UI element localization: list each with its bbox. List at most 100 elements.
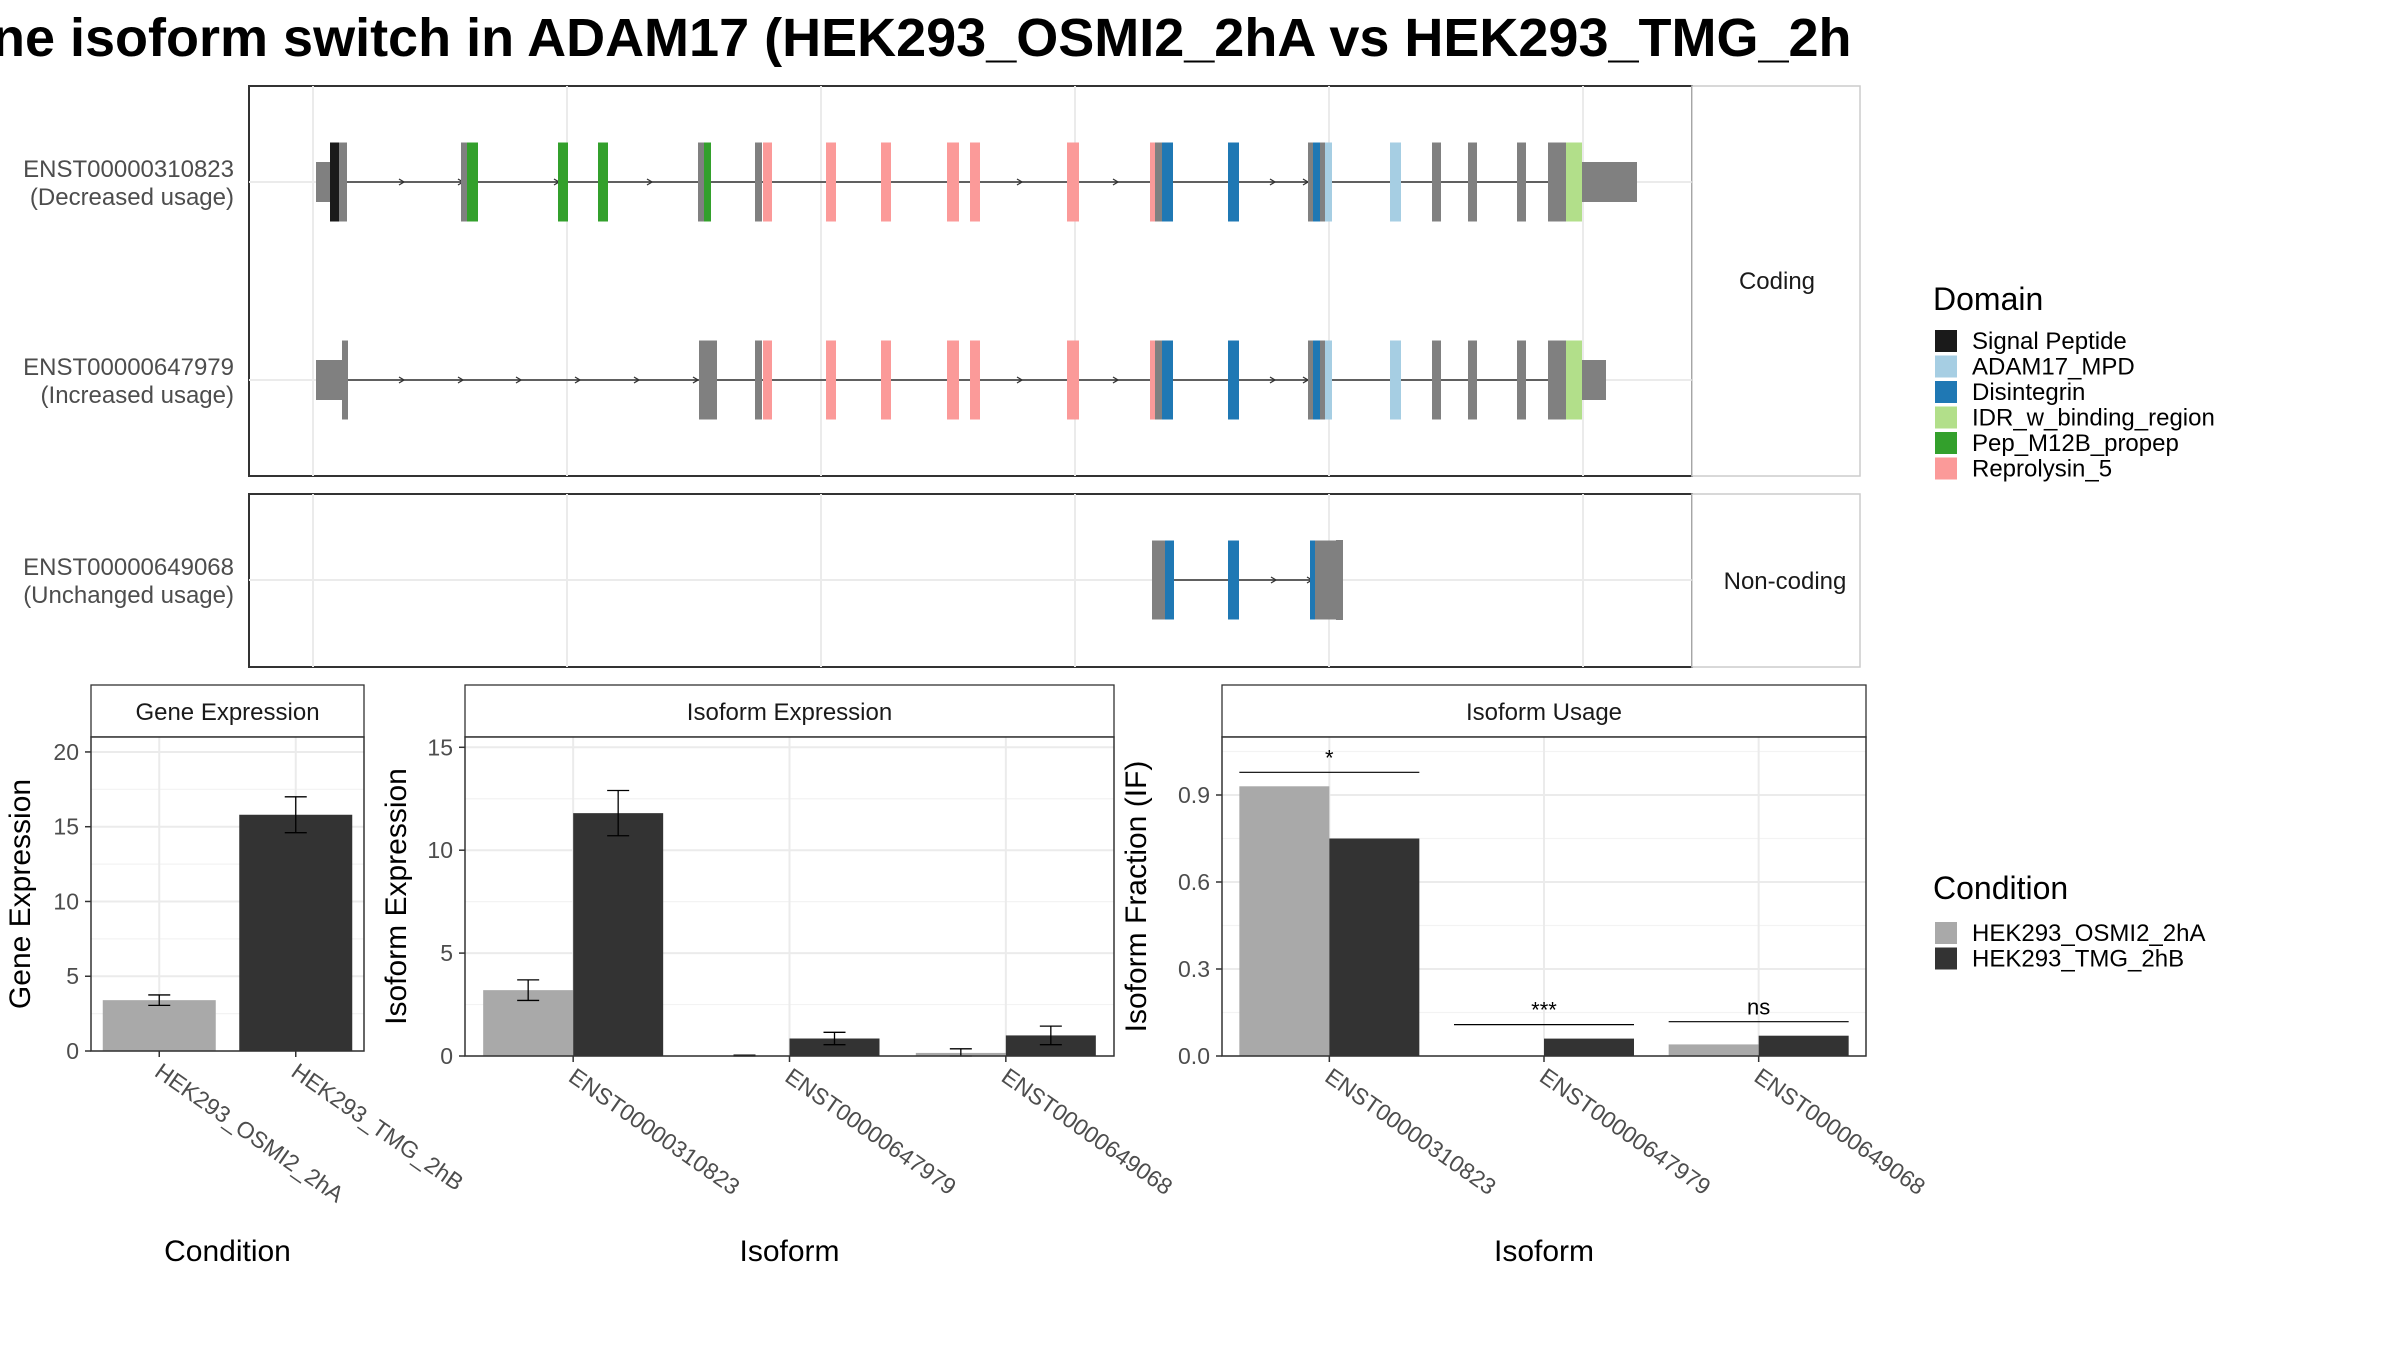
panel-title: Gene Expression [135, 699, 319, 726]
isoform-usage-chart: Isoform Usage 0.0 0.3 0.6 0.9 * ENST0000031082… [1120, 684, 1930, 1268]
y-tick-label: 20 [53, 739, 79, 765]
exon [947, 340, 959, 420]
y-axis-title: Isoform Fraction (IF) [1120, 761, 1153, 1033]
exon [1325, 340, 1332, 420]
domain-legend-label: Disintegrin [1972, 379, 2085, 406]
exon [1320, 142, 1325, 222]
figure-title: ne isoform switch in ADAM17 (HEK293_OSMI… [0, 8, 1852, 68]
exon [1468, 142, 1477, 222]
exon [1152, 540, 1165, 620]
panel-strip [1221, 684, 1867, 738]
exon [1336, 540, 1343, 620]
bar [239, 814, 353, 1051]
exon [1228, 142, 1239, 222]
exon [1566, 142, 1582, 222]
exon [947, 142, 959, 222]
direction-arrow [457, 376, 465, 384]
exon [1468, 340, 1477, 420]
isoform-usage-2: (Increased usage) [41, 382, 234, 409]
domain-legend-key [1935, 432, 1957, 454]
exon [1313, 340, 1320, 420]
domain-legend: Domain Signal PeptideADAM17_MPDDisintegr… [1933, 281, 2215, 483]
domain-legend-label: Reprolysin_5 [1972, 456, 2112, 483]
domain-legend-label: ADAM17_MPD [1972, 354, 2135, 381]
exon [755, 340, 762, 420]
y-tick-label: 10 [427, 837, 453, 863]
bar [102, 1000, 216, 1051]
direction-arrow [398, 376, 406, 384]
exon [1150, 340, 1155, 420]
panel-border [464, 736, 1115, 1057]
bar [573, 813, 664, 1056]
exon [1517, 340, 1526, 420]
bar [1329, 838, 1420, 1056]
panel-title: Isoform Usage [1466, 699, 1622, 726]
noncoding-structure-panel: Non-coding ENST00000649068 (Unchanged us… [23, 493, 1861, 668]
direction-arrow [1269, 178, 1277, 186]
exon [698, 142, 704, 222]
domain-legend-title: Domain [1933, 281, 2043, 317]
isoform-usage-3: (Unchanged usage) [23, 582, 234, 609]
bar [1239, 786, 1330, 1056]
domain-legend-key [1935, 330, 1957, 352]
noncoding-strip-label: Non-coding [1724, 568, 1847, 595]
domain-legend-key [1935, 381, 1957, 403]
condition-legend-key [1935, 947, 1957, 970]
exon [1325, 142, 1332, 222]
direction-arrow [692, 376, 700, 384]
exon [1155, 340, 1162, 420]
direction-arrow [1016, 376, 1024, 384]
domain-legend-key [1935, 355, 1957, 378]
exon [970, 142, 980, 222]
condition-legend-label: HEK293_TMG_2hB [1972, 946, 2184, 973]
exon [826, 142, 836, 222]
exon [316, 162, 332, 202]
exon [1155, 142, 1162, 222]
bar [789, 1038, 880, 1056]
exon [1162, 142, 1173, 222]
exon [1582, 162, 1637, 202]
significance-label: ns [1747, 995, 1770, 1020]
x-tick-label: ENST00000647979 [781, 1063, 961, 1200]
direction-arrow [1270, 576, 1278, 584]
exon [881, 142, 891, 222]
coding-strip [1691, 85, 1861, 477]
exon [1548, 340, 1557, 420]
panel-title: Isoform Expression [687, 699, 892, 726]
x-axis-title: Isoform [739, 1235, 839, 1268]
exon [598, 142, 608, 222]
bar [483, 990, 574, 1056]
bar [1005, 1035, 1096, 1056]
y-axis-title: Isoform Expression [380, 768, 413, 1025]
y-tick-label: 0.3 [1178, 956, 1210, 982]
significance-label: * [1325, 745, 1334, 770]
exon [1517, 142, 1526, 222]
x-tick-label: ENST00000310823 [1320, 1063, 1500, 1200]
isoform-label-3: ENST00000649068 [23, 554, 234, 581]
y-tick-label: 5 [440, 940, 453, 966]
bar [1668, 1044, 1759, 1056]
exon [1228, 340, 1239, 420]
direction-arrow [1016, 178, 1024, 186]
exon [1308, 142, 1313, 222]
exon [1320, 340, 1325, 420]
coding-structure-panel: Coding ENST00000310823 (Decreased usage)… [23, 85, 1861, 477]
direction-arrow [1112, 178, 1120, 186]
exon [1313, 142, 1320, 222]
isoform-label-2: ENST00000647979 [23, 354, 234, 381]
exon [461, 142, 467, 222]
exon [881, 340, 891, 420]
exon [1150, 142, 1155, 222]
domain-legend-label: Signal Peptide [1972, 328, 2127, 355]
bar [1758, 1035, 1849, 1056]
x-tick-label: ENST00000649068 [997, 1063, 1177, 1200]
condition-legend-label: HEK293_OSMI2_2hA [1972, 920, 2205, 947]
y-tick-label: 15 [427, 734, 453, 760]
panel-border [90, 736, 365, 1052]
exon [970, 340, 980, 420]
bar [1544, 1038, 1634, 1056]
exon [763, 340, 772, 420]
x-tick-label: ENST00000310823 [564, 1063, 744, 1200]
